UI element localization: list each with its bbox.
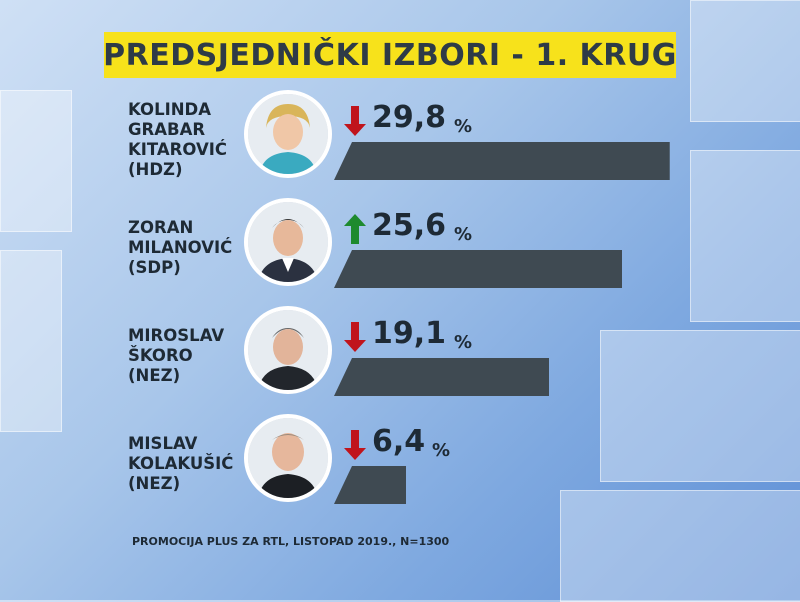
bar-value [334, 466, 407, 504]
background-block [690, 0, 800, 122]
background-block [0, 90, 72, 232]
value-label: 6,4 [372, 424, 426, 459]
candidate-photo [244, 414, 332, 502]
percent-unit: % [454, 224, 473, 245]
candidate-name: KOLINDA GRABAR KITAROVIĆ (HDZ) [128, 100, 227, 179]
background-block [690, 150, 800, 322]
background-block [560, 490, 800, 602]
bar-value [334, 250, 623, 288]
value-label: 29,8 [372, 100, 447, 135]
percent-unit: % [454, 332, 473, 353]
value-label: 19,1 [372, 316, 447, 351]
bar-value [334, 142, 670, 180]
candidate-name: MIROSLAV ŠKORO (NEZ) [128, 326, 225, 385]
background-block [600, 330, 800, 482]
bar-value [334, 358, 550, 396]
arrow-down-icon [344, 322, 366, 352]
arrow-down-icon [344, 430, 366, 460]
percent-unit: % [454, 116, 473, 137]
percent-unit: % [432, 440, 451, 461]
candidate-name: MISLAV KOLAKUŠIĆ (NEZ) [128, 434, 234, 493]
arrow-up-icon [344, 214, 366, 244]
candidate-photo [244, 90, 332, 178]
title-banner: PREDSJEDNIČKI IZBORI - 1. KRUG [103, 32, 677, 78]
candidate-photo [244, 306, 332, 394]
candidate-photo [244, 198, 332, 286]
value-label: 25,6 [372, 208, 447, 243]
background-block [0, 250, 62, 432]
source-note: PROMOCIJA PLUS ZA RTL, LISTOPAD 2019., N… [132, 535, 450, 548]
candidate-name: ZORAN MILANOVIĆ (SDP) [128, 218, 233, 277]
arrow-down-icon [344, 106, 366, 136]
chart-title: PREDSJEDNIČKI IZBORI - 1. KRUG [103, 37, 677, 73]
